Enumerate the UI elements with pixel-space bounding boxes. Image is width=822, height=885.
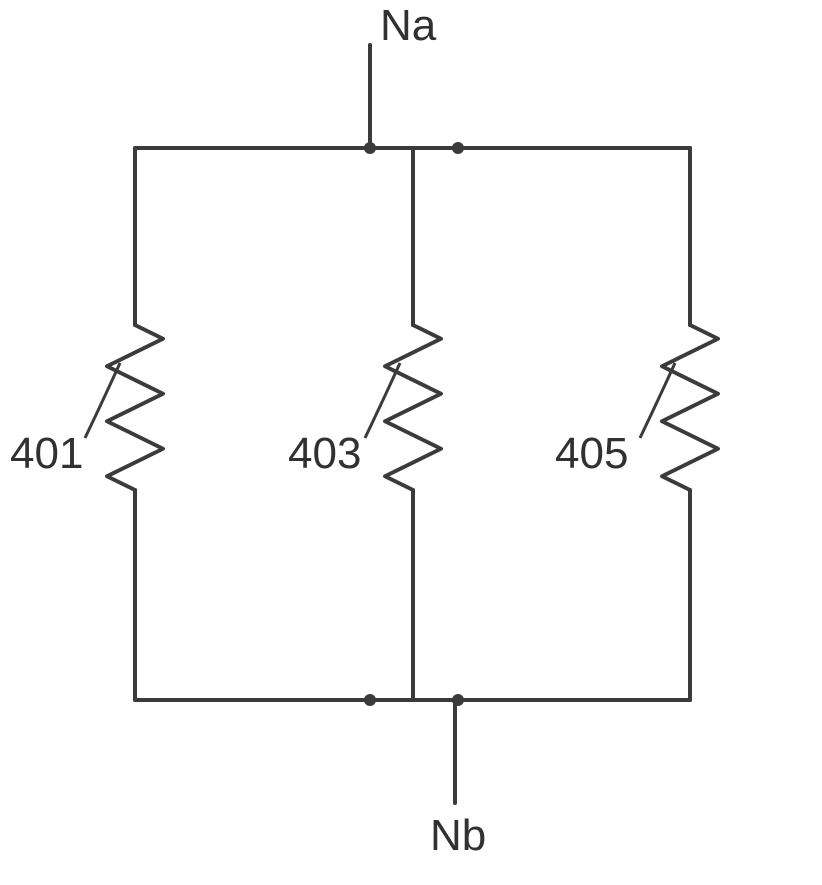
junction-dot [364,694,376,706]
label-401: 401 [10,429,83,478]
label-403: 403 [288,429,361,478]
junction-dot [452,142,464,154]
circuit-diagram: 401 403 405 Na Nb [0,0,822,885]
junction-dot [452,694,464,706]
node-label-nb: Nb [430,811,486,860]
junction-dot [364,142,376,154]
label-405: 405 [555,429,628,478]
node-label-na: Na [380,1,437,50]
